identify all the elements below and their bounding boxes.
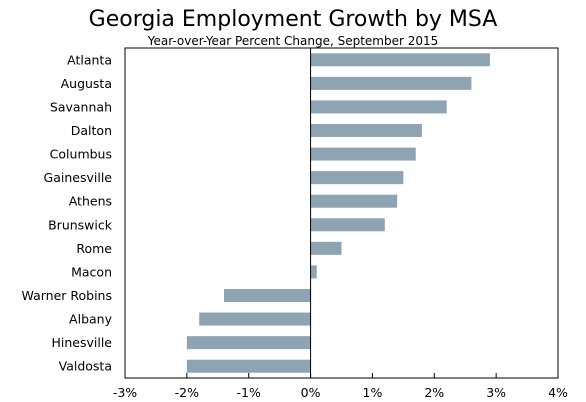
category-labels: Atlanta Augusta Savannah Dalton Columbus Gain… — [22, 52, 113, 373]
category-label: Augusta — [61, 76, 112, 91]
category-label: Brunswick — [48, 217, 113, 232]
category-label: Dalton — [71, 123, 112, 138]
bar-athens — [310, 194, 398, 208]
bar-gainesville — [310, 171, 404, 185]
bar-augusta — [310, 76, 472, 90]
x-tick-label: 0% — [301, 385, 321, 400]
category-label: Atlanta — [67, 52, 112, 67]
x-axis-ticks: -3% -2% -1% 0% 1% 2% 3% 4% — [113, 373, 568, 400]
bar-warner-robins — [223, 289, 311, 302]
category-label: Savannah — [50, 99, 112, 114]
category-label: Albany — [69, 312, 113, 327]
chart-subtitle: Year-over-Year Percent Change, September… — [147, 34, 439, 48]
category-label: Gainesville — [44, 170, 113, 185]
x-tick-label: -1% — [237, 385, 261, 400]
bar-brunswick — [310, 218, 385, 232]
category-label: Valdosta — [59, 359, 112, 374]
bar-albany — [199, 312, 311, 326]
bar-dalton — [310, 124, 422, 137]
category-label: Macon — [71, 264, 112, 279]
x-tick-label: -2% — [175, 385, 199, 400]
x-tick-label: 4% — [548, 385, 568, 400]
bar-atlanta — [310, 53, 490, 67]
category-label: Hinesville — [51, 335, 112, 350]
bar-hinesville — [186, 336, 311, 350]
x-tick-label: 3% — [486, 385, 506, 400]
bar-macon — [310, 265, 317, 279]
x-tick-label: 2% — [424, 385, 444, 400]
bar-rome — [310, 241, 342, 255]
bar-savannah — [310, 100, 447, 114]
chart-title: Georgia Employment Growth by MSA — [89, 7, 498, 32]
bar-valdosta — [186, 359, 311, 373]
category-label: Rome — [76, 241, 112, 256]
category-label: Columbus — [50, 147, 112, 162]
bars-group — [186, 53, 490, 373]
plot-frame — [124, 47, 559, 379]
category-label: Athens — [69, 194, 112, 209]
x-tick-label: -3% — [113, 385, 137, 400]
x-tick-label: 1% — [363, 385, 383, 400]
bar-columbus — [310, 147, 416, 161]
category-label: Warner Robins — [22, 288, 112, 303]
